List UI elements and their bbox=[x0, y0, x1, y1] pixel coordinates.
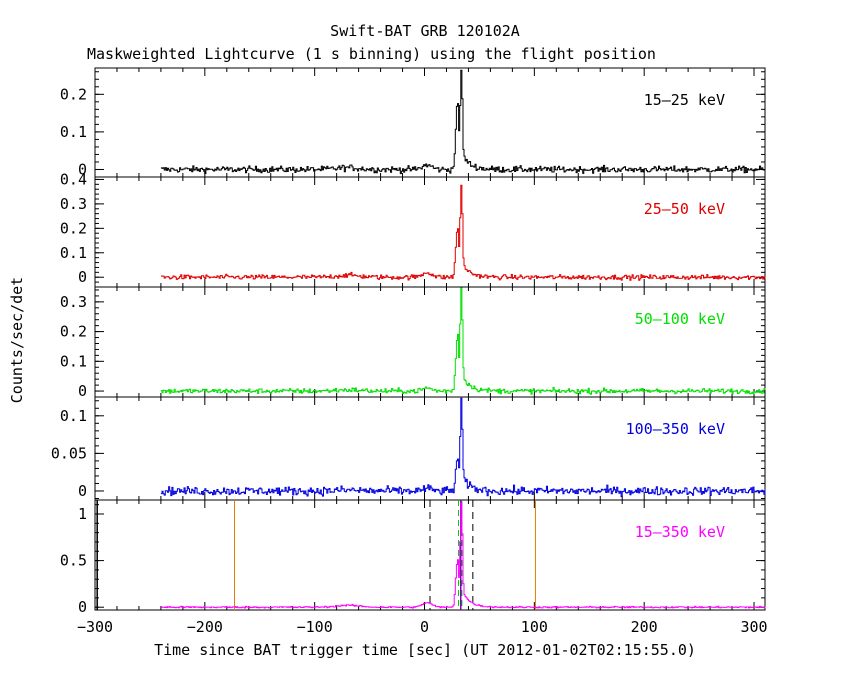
y-tick-label: 0.3 bbox=[60, 293, 87, 311]
y-tick-label: 0.4 bbox=[60, 170, 87, 188]
y-tick-label: 0.5 bbox=[60, 552, 87, 570]
panel-frame-2 bbox=[94, 176, 766, 288]
chart-subtitle: Maskweighted Lightcurve (1 s binning) us… bbox=[87, 45, 656, 63]
band-label-4: 100–350 keV bbox=[626, 420, 725, 438]
x-tick-label: 0 bbox=[420, 618, 429, 636]
band-label-1: 15–25 keV bbox=[644, 91, 725, 109]
y-tick-label: 0.2 bbox=[60, 323, 87, 341]
x-tick-label: 100 bbox=[521, 618, 548, 636]
panel-frame-4 bbox=[94, 396, 766, 501]
lightcurve-series-1 bbox=[160, 69, 765, 175]
band-label-3: 50–100 keV bbox=[635, 310, 725, 328]
band-label-5: 15–350 keV bbox=[635, 523, 725, 541]
y-tick-label: 0.1 bbox=[60, 244, 87, 262]
y-tick-label: 0 bbox=[78, 268, 87, 286]
y-tick-label: 0 bbox=[78, 482, 87, 500]
y-tick-label: 0 bbox=[78, 598, 87, 616]
lightcurve-series-5 bbox=[160, 502, 766, 609]
panels-group: 0 0.1 0.2 15–25 keV 0 0.1 0.2 0.3 0.4 25–50 keV 0 0… bbox=[51, 67, 766, 616]
chart-title: Swift-BAT GRB 120102A bbox=[330, 22, 520, 40]
y-tick-label: 0.2 bbox=[60, 219, 87, 237]
lightcurve-series-4 bbox=[160, 397, 766, 498]
lightcurve-series-3 bbox=[160, 287, 766, 395]
x-axis-label: Time since BAT trigger time [sec] (UT 20… bbox=[154, 641, 696, 659]
panel-frame-3 bbox=[94, 286, 766, 398]
x-tick-label: −300 bbox=[77, 618, 113, 636]
x-tick-label: 200 bbox=[631, 618, 658, 636]
y-tick-label: 0.3 bbox=[60, 195, 87, 213]
y-tick-label: 0.1 bbox=[60, 407, 87, 425]
panel-frame-1 bbox=[94, 67, 766, 178]
y-tick-label: 0.1 bbox=[60, 352, 87, 370]
y-tick-label: 0.1 bbox=[60, 123, 87, 141]
x-tick-label: −100 bbox=[297, 618, 333, 636]
y-tick-label: 1 bbox=[78, 505, 87, 523]
y-tick-label: 0 bbox=[78, 160, 87, 178]
band-label-2: 25–50 keV bbox=[644, 200, 725, 218]
x-tick-labels: −300 −200 −100 0 100 200 300 bbox=[77, 618, 768, 636]
y-axis-label: Counts/sec/det bbox=[8, 277, 26, 403]
lightcurve-series-2 bbox=[160, 184, 766, 281]
x-tick-label: 300 bbox=[740, 618, 767, 636]
y-tick-label: 0 bbox=[78, 382, 87, 400]
x-tick-label: −200 bbox=[187, 618, 223, 636]
y-tick-label: 0.2 bbox=[60, 85, 87, 103]
y-tick-label: 0.05 bbox=[51, 444, 87, 462]
